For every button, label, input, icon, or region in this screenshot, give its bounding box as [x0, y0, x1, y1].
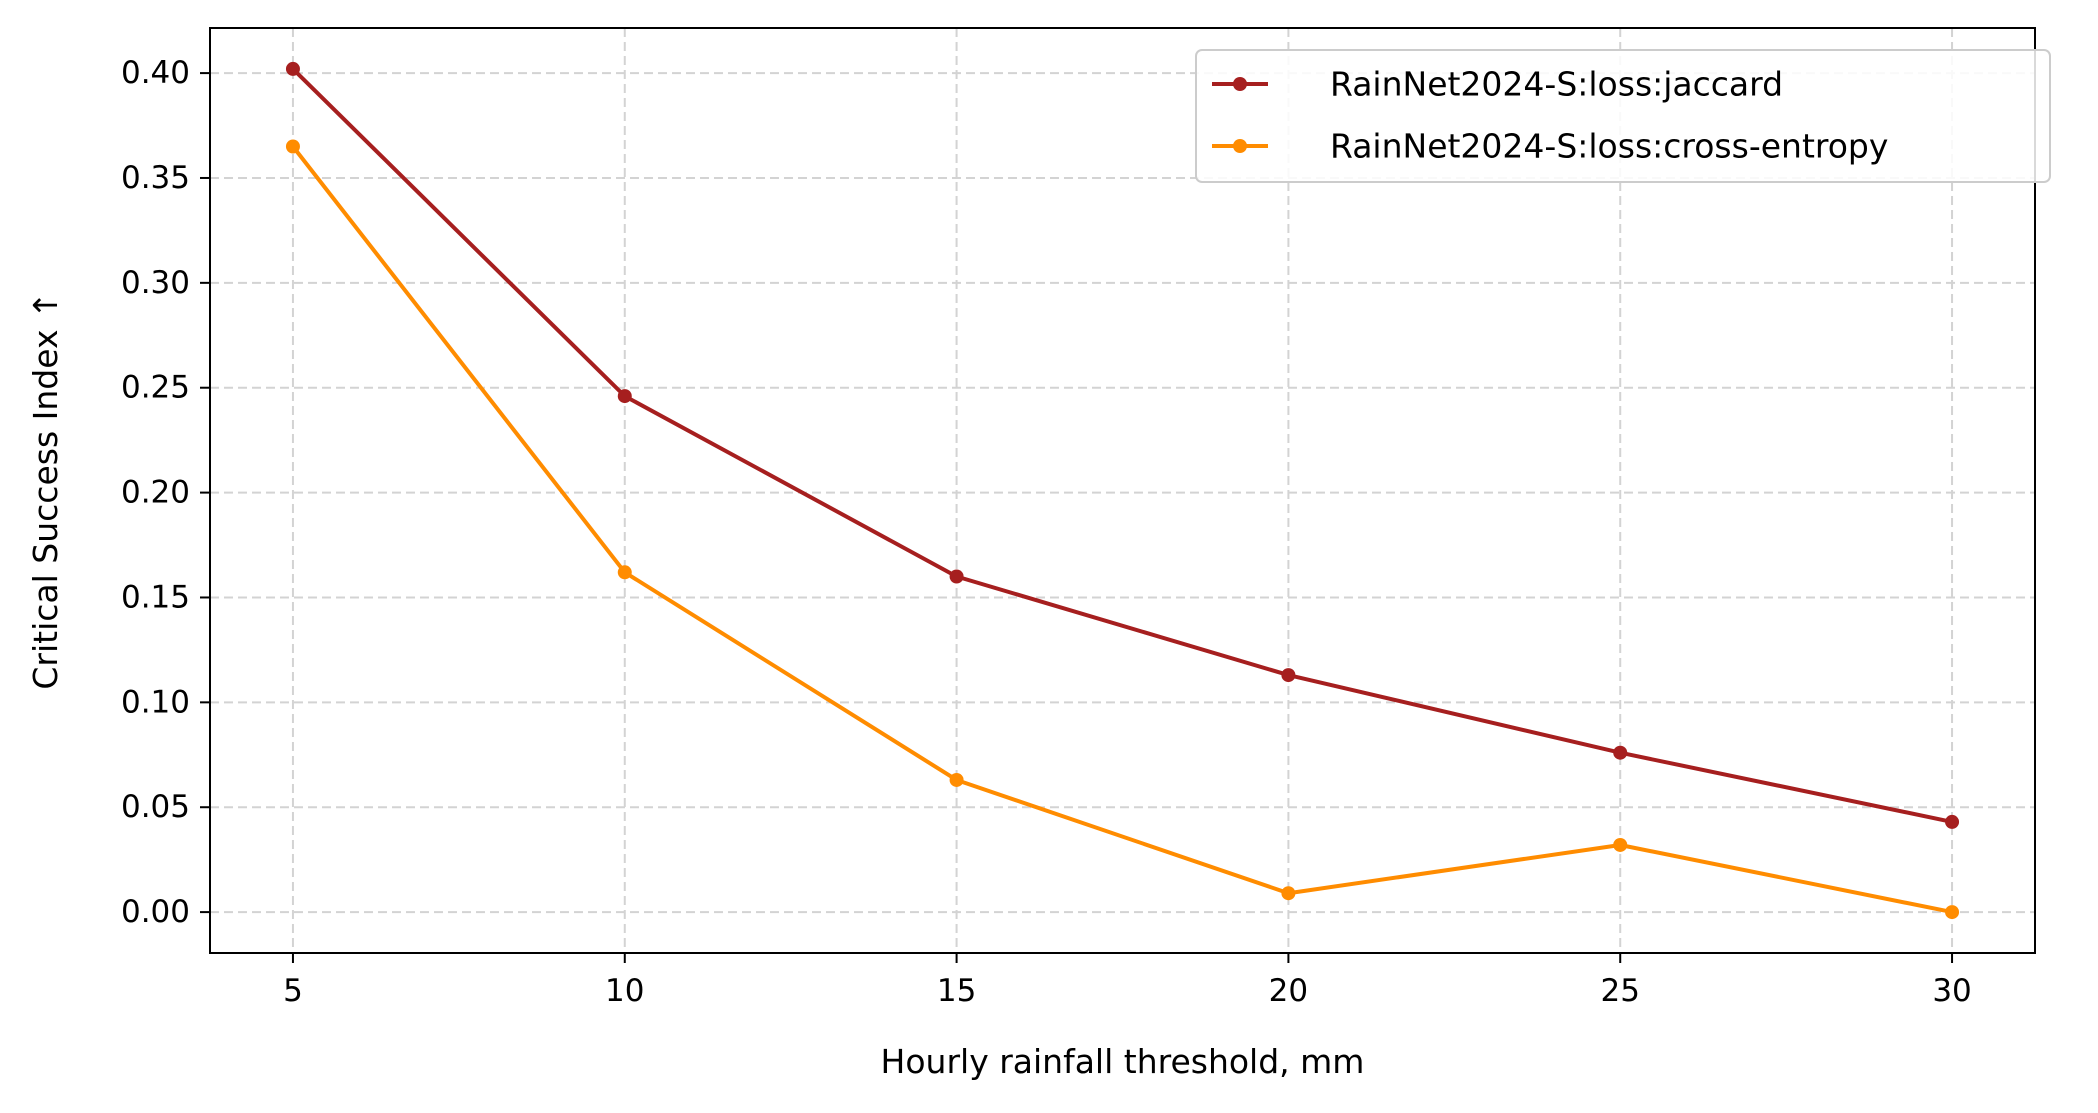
y-tick-label: 0.10: [121, 684, 190, 720]
series-layer: [285, 61, 1960, 920]
y-tick-label: 0.35: [121, 160, 190, 196]
y-tick-label: 0.30: [121, 265, 190, 301]
y-tick-label: 0.40: [121, 55, 190, 91]
x-axis-ticks: 5 10 15 20 25 30: [283, 953, 1972, 1009]
series-line: [290, 144, 1955, 915]
y-tick-label: 0.00: [121, 894, 190, 930]
legend-label: RainNet2024-S:loss:cross-entropy: [1330, 127, 1888, 166]
plot-frame: [209, 27, 2036, 954]
y-tick-label: 0.15: [121, 579, 190, 615]
data-point: [1281, 886, 1296, 901]
y-axis-label: Critical Success Index ↑: [26, 291, 65, 689]
series-2: [285, 139, 1960, 920]
data-point: [285, 61, 300, 76]
y-axis-ticks: 0.00 0.05 0.10 0.15 0.20 0.25 0.30 0.35 0.40: [121, 55, 210, 930]
data-point: [617, 565, 632, 580]
data-point: [1613, 745, 1628, 760]
x-tick-label: 30: [1932, 973, 1971, 1009]
legend-marker: [1233, 77, 1247, 91]
data-point: [1945, 905, 1960, 920]
y-tick-label: 0.05: [121, 789, 190, 825]
x-tick-label: 5: [283, 973, 303, 1009]
data-point: [949, 569, 964, 584]
data-point: [1613, 837, 1628, 852]
legend-marker: [1233, 139, 1247, 153]
legend: RainNet2024-S:loss:jaccard RainNet2024-S:…: [1195, 49, 2051, 183]
x-tick-label: 25: [1601, 973, 1640, 1009]
legend-item: RainNet2024-S:loss:cross-entropy: [1212, 127, 1888, 166]
series-1: [285, 61, 1960, 829]
data-point: [617, 389, 632, 404]
y-tick-label: 0.25: [121, 370, 190, 406]
x-axis-label: Hourly rainfall threshold, mm: [881, 1042, 1365, 1081]
data-point: [949, 772, 964, 787]
x-tick-label: 15: [937, 973, 976, 1009]
y-tick-label: 0.20: [121, 475, 190, 511]
data-point: [285, 139, 300, 154]
series-line: [290, 66, 1955, 824]
data-point: [1945, 814, 1960, 829]
x-tick-label: 10: [605, 973, 644, 1009]
legend-item: RainNet2024-S:loss:jaccard: [1212, 65, 1783, 104]
legend-box: [1195, 49, 2051, 183]
x-tick-label: 20: [1269, 973, 1308, 1009]
legend-label: RainNet2024-S:loss:jaccard: [1330, 65, 1783, 104]
data-point: [1281, 668, 1296, 683]
